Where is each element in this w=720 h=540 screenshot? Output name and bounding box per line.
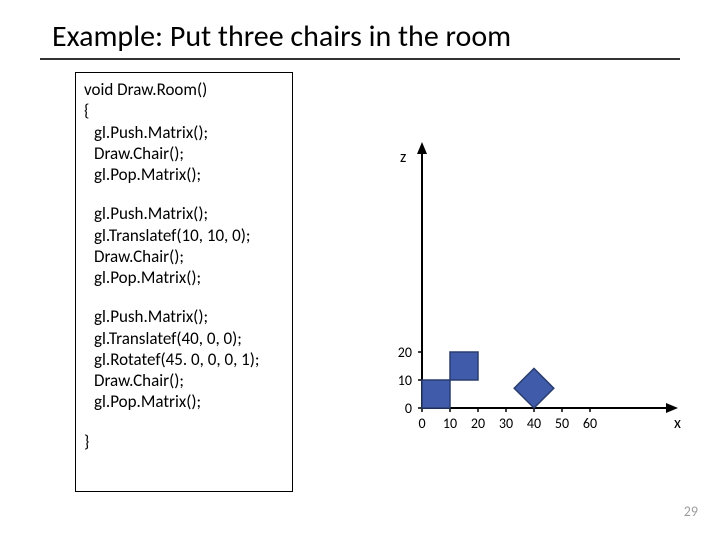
code-b3-l3: gl.Rotatef(45. 0, 0, 0, 1); (84, 349, 284, 370)
svg-text:20: 20 (471, 415, 485, 432)
svg-text:10: 10 (398, 372, 412, 389)
code-b1-l2: Draw.Chair(); (84, 143, 284, 164)
svg-text:50: 50 (555, 415, 569, 432)
code-b2-l2: gl.Translatef(10, 10, 0); (84, 225, 284, 246)
code-b2-l3: Draw.Chair(); (84, 246, 284, 267)
svg-text:z: z (400, 148, 406, 167)
code-sig: void Draw.Room() (84, 79, 207, 100)
code-b3-l5: gl.Pop.Matrix(); (84, 391, 284, 412)
code-b3-l4: Draw.Chair(); (84, 370, 284, 391)
code-b3-l1: gl.Push.Matrix(); (84, 306, 284, 327)
code-open: { (84, 100, 89, 121)
code-b1-l1: gl.Push.Matrix(); (84, 122, 284, 143)
page-number: 29 (684, 503, 698, 520)
svg-text:60: 60 (583, 415, 597, 432)
code-b2-l4: gl.Pop.Matrix(); (84, 267, 284, 288)
page-title: Example: Put three chairs in the room (52, 18, 511, 55)
svg-text:0: 0 (418, 415, 425, 432)
code-b2-l1: gl.Push.Matrix(); (84, 203, 284, 224)
code-close: } (84, 431, 89, 452)
code-b1-l3: gl.Pop.Matrix(); (84, 164, 284, 185)
code-box: void Draw.Room() { gl.Push.Matrix(); Dra… (75, 72, 293, 492)
svg-text:10: 10 (443, 415, 457, 432)
svg-text:30: 30 (499, 415, 513, 432)
title-underline (40, 58, 680, 60)
svg-text:0: 0 (405, 400, 412, 417)
svg-text:40: 40 (527, 415, 541, 432)
svg-text:20: 20 (398, 344, 412, 361)
svg-text:x: x (674, 414, 681, 433)
code-b3-l2: gl.Translatef(40, 0, 0); (84, 328, 284, 349)
coordinate-chart: 0 10 20 0 10 20 30 40 50 60 z x (372, 138, 692, 448)
